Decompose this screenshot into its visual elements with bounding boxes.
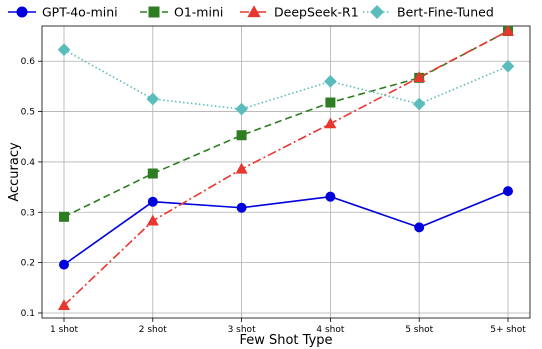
data-point (237, 131, 246, 140)
data-point (236, 164, 246, 173)
legend-label: O1-mini (174, 5, 223, 20)
data-point (60, 212, 69, 221)
series-bert-fine-tuned (58, 44, 513, 115)
y-tick-label: 0.1 (21, 309, 35, 319)
series-line (64, 191, 508, 265)
data-point (237, 203, 246, 212)
y-tick-label: 0.2 (21, 259, 35, 269)
series-line (64, 31, 508, 305)
legend: GPT-4o-mini O1-mini DeepSeek-R1 Bert-Fine-T… (8, 5, 494, 20)
series-layer (58, 26, 513, 310)
series-line (64, 31, 508, 217)
legend-marker (17, 7, 27, 17)
y-tick-label: 0.6 (21, 57, 36, 67)
data-point (148, 197, 157, 206)
legend-item: Bert-Fine-Tuned (363, 5, 494, 20)
y-axis: 0.1 0.2 0.3 0.4 0.5 0.6 (21, 57, 42, 319)
data-point (325, 76, 336, 87)
data-point (502, 61, 513, 72)
legend-marker (371, 6, 384, 19)
x-tick-label: 1 shot (50, 325, 78, 335)
series-o1-mini (60, 27, 513, 222)
legend-label: GPT-4o-mini (42, 5, 118, 20)
legend-label: Bert-Fine-Tuned (397, 5, 494, 20)
data-point (236, 103, 247, 114)
data-point (148, 216, 158, 225)
series-gpt-4o-mini (60, 187, 513, 270)
data-point (148, 169, 157, 178)
series-line (64, 50, 508, 109)
data-point (326, 98, 335, 107)
data-point (326, 192, 335, 201)
x-tick-label: 5+ shot (490, 325, 526, 335)
plot-frame (42, 26, 530, 318)
data-point (147, 93, 158, 104)
x-tick-label: 2 shot (139, 325, 167, 335)
data-point (414, 98, 425, 109)
data-point (415, 223, 424, 232)
legend-item: GPT-4o-mini (8, 5, 118, 20)
y-tick-label: 0.3 (21, 208, 35, 218)
legend-item: O1-mini (140, 5, 223, 20)
data-point (60, 260, 69, 269)
x-tick-label: 5 shot (405, 325, 433, 335)
data-point (58, 44, 69, 55)
y-tick-label: 0.5 (21, 108, 35, 118)
legend-marker (149, 7, 159, 17)
data-point (325, 118, 335, 127)
series-deepseek-r1 (59, 26, 513, 310)
legend-item: DeepSeek-R1 (240, 5, 359, 20)
y-tick-label: 0.4 (21, 158, 36, 168)
legend-label: DeepSeek-R1 (274, 5, 359, 20)
y-axis-label: Accuracy (7, 142, 22, 202)
grid (42, 26, 530, 318)
data-point (504, 187, 513, 196)
x-axis-label: Few Shot Type (239, 333, 332, 348)
